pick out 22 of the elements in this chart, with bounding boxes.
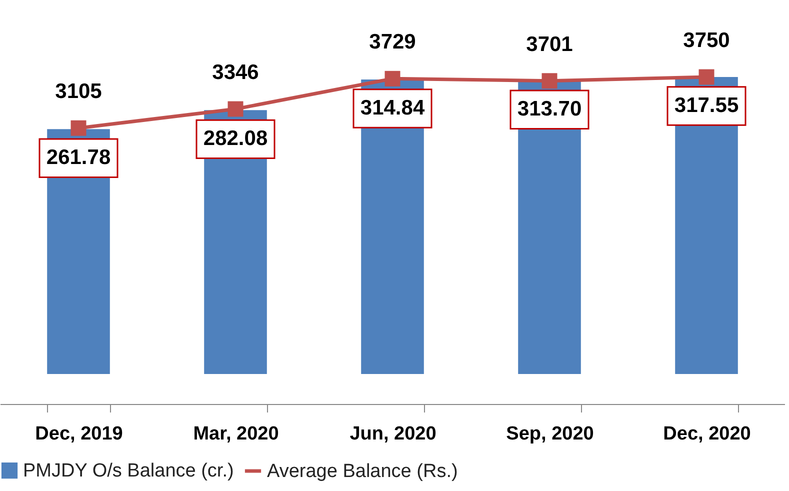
- x-tick-label: Dec, 2020: [663, 424, 751, 444]
- data-label: 282.08: [203, 127, 268, 150]
- data-label: 261.78: [46, 146, 111, 170]
- point: [70, 120, 86, 136]
- data-label: 314.84: [360, 96, 425, 120]
- data-label: 3701: [526, 32, 574, 56]
- point: [542, 73, 558, 89]
- data-label: 3346: [212, 60, 259, 84]
- legend-label: PMJDY O/s Balance (cr.): [23, 460, 234, 482]
- x-tick-label: Dec, 2019: [35, 424, 123, 444]
- point: [698, 69, 714, 85]
- data-label: 313.70: [517, 98, 582, 121]
- x-tick-label: Sep, 2020: [506, 424, 594, 444]
- x-tick-label: Jun, 2020: [350, 424, 436, 444]
- x-tick-label: Mar, 2020: [193, 424, 279, 444]
- point: [228, 101, 244, 117]
- data-label: 3750: [683, 29, 730, 52]
- data-label: 3729: [369, 30, 416, 54]
- point: [384, 70, 400, 86]
- data-label: 3105: [55, 80, 102, 104]
- data-label: 317.55: [674, 94, 739, 117]
- legend-label: Average Balance (Rs.): [267, 461, 458, 482]
